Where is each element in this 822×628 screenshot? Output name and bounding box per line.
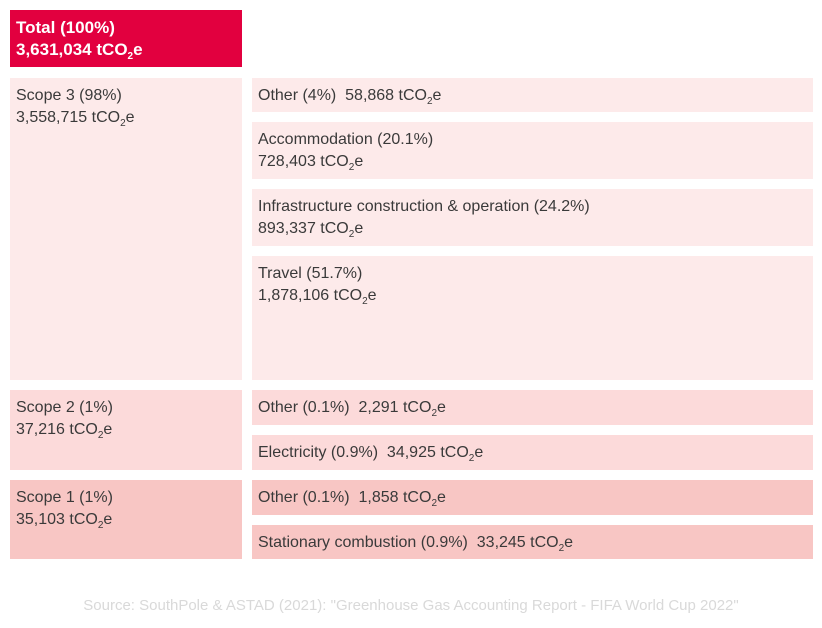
box-value: 3,558,715 tCO2e <box>16 109 135 129</box>
box-label: Scope 1 (1%) <box>16 489 113 506</box>
total-box: Total (100%) 3,631,034 tCO2e <box>10 10 242 67</box>
category-box: Infrastructure construction & operation … <box>252 189 813 246</box>
category-box: Other (0.1%) 1,858 tCO2e <box>252 480 813 515</box>
box-value: 35,103 tCO2e <box>16 511 113 531</box>
unit: tCO2e <box>333 287 377 307</box>
box-value: 893,337 tCO2e <box>258 220 364 240</box>
box-label: Accommodation (20.1%) <box>258 131 434 148</box>
box-label: Scope 3 (98%) <box>16 87 122 104</box>
box-label: Travel (51.7%) <box>258 265 363 282</box>
category-box: Other (0.1%) 2,291 tCO2e <box>252 390 813 425</box>
source-note: Source: SouthPole & ASTAD (2021): "Green… <box>83 597 739 614</box>
category-box: Electricity (0.9%) 34,925 tCO2e <box>252 435 813 470</box>
unit: tCO2e <box>91 109 135 129</box>
unit: tCO2e <box>440 444 484 464</box>
unit: tCO2e <box>530 534 574 554</box>
box-label: Stationary combustion (0.9%) <box>258 534 468 551</box>
category-box: Travel (51.7%) 1,878,106 tCO2e <box>252 256 813 380</box>
box-label: Infrastructure construction & operation … <box>258 198 590 215</box>
unit: tCO2e <box>402 489 446 509</box>
box-value: 33,245 tCO2e <box>476 534 574 554</box>
box-label: Other (0.1%) <box>258 489 350 506</box>
unit: tCO2e <box>320 153 364 173</box>
box-value: 34,925 tCO2e <box>386 444 484 464</box>
unit: tCO2e <box>69 511 113 531</box>
box-value: 58,868 tCO2e <box>345 87 442 107</box>
unit: tCO2e <box>320 220 364 240</box>
scope-box: Scope 3 (98%) 3,558,715 tCO2e <box>10 78 242 380</box>
box-value: 1,858 tCO2e <box>358 489 446 509</box>
category-box: Accommodation (20.1%) 728,403 tCO2e <box>252 122 813 179</box>
box-value: 728,403 tCO2e <box>258 153 364 173</box>
box-label: Total (100%) <box>16 18 115 37</box>
box-value: 3,631,034 tCO2e <box>16 40 143 62</box>
scope-box: Scope 2 (1%) 37,216 tCO2e <box>10 390 242 470</box>
category-box: Stationary combustion (0.9%) 33,245 tCO2… <box>252 525 813 559</box>
box-label: Other (0.1%) <box>258 399 350 416</box>
unit: tCO2e <box>402 399 446 419</box>
box-value: 37,216 tCO2e <box>16 421 113 441</box>
scope-box: Scope 1 (1%) 35,103 tCO2e <box>10 480 242 559</box>
unit: tCO2e <box>96 40 143 62</box>
category-box: Other (4%) 58,868 tCO2e <box>252 78 813 112</box>
box-label: Scope 2 (1%) <box>16 399 113 416</box>
box-value: 1,878,106 tCO2e <box>258 287 377 307</box>
unit: tCO2e <box>69 421 113 441</box>
unit: tCO2e <box>398 87 442 107</box>
box-label: Other (4%) <box>258 87 337 104</box>
box-label: Electricity (0.9%) <box>258 444 379 461</box>
box-value: 2,291 tCO2e <box>358 399 446 419</box>
